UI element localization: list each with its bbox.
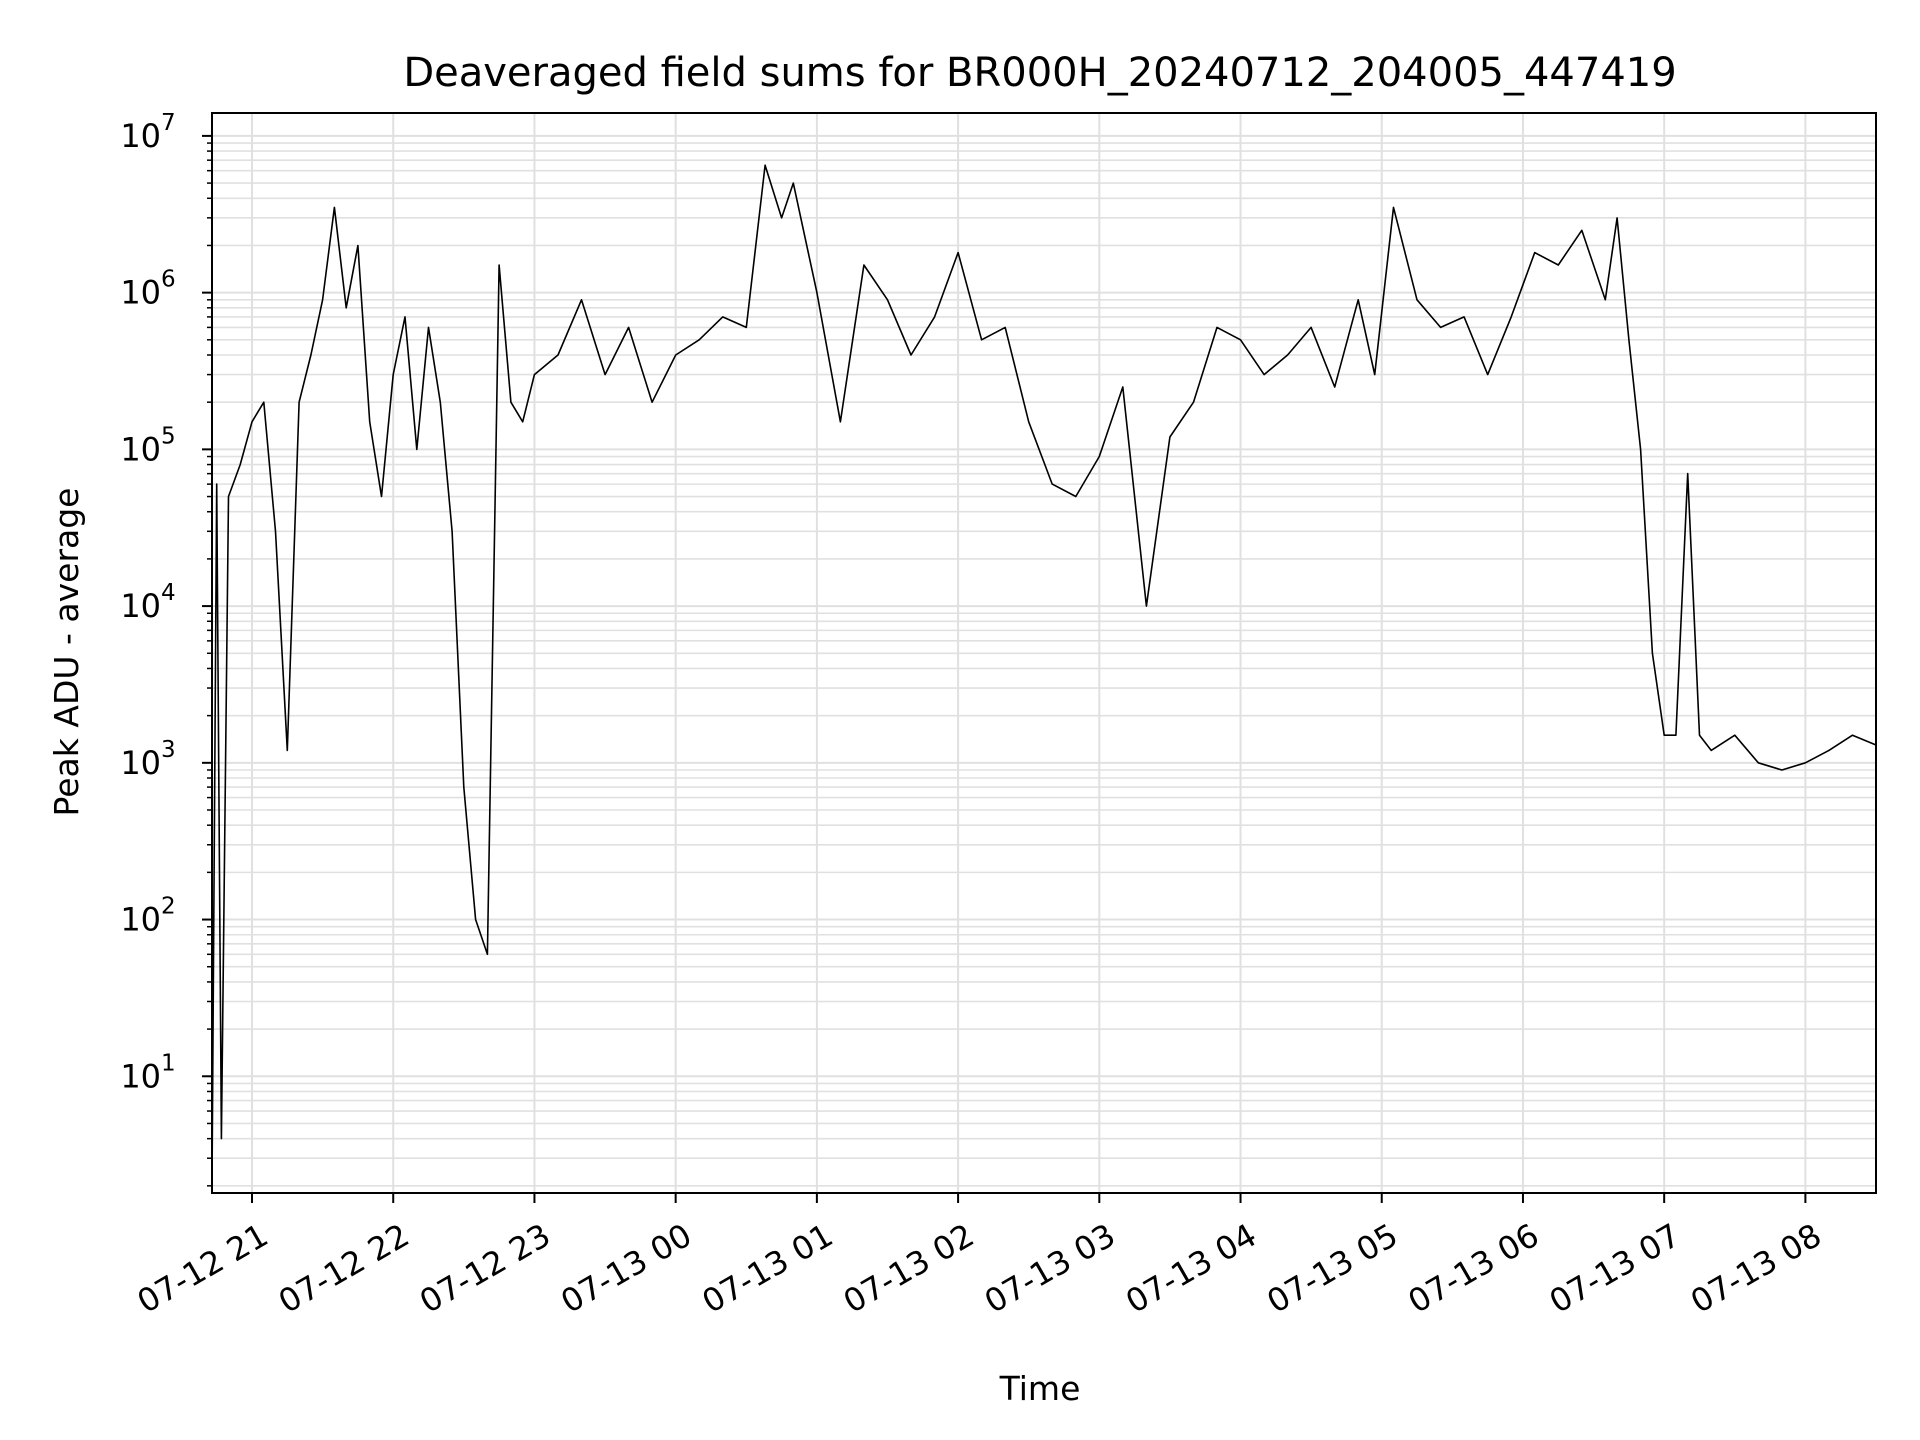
y-tick-label: 103 xyxy=(120,737,175,782)
grid-lines xyxy=(212,113,1876,1193)
y-tick-label: 107 xyxy=(120,110,175,155)
x-axis-label: Time xyxy=(999,1369,1081,1408)
series-line xyxy=(211,164,1877,1186)
chart-title: Deaveraged field sums for BR000H_2024071… xyxy=(403,50,1676,96)
series-layer xyxy=(211,164,1877,1186)
y-tick-label: 104 xyxy=(120,580,175,625)
y-axis-label: Peak ADU - average xyxy=(47,488,86,817)
y-tick-label: 105 xyxy=(120,423,175,468)
y-tick-label: 101 xyxy=(120,1050,175,1095)
y-tick-label: 102 xyxy=(120,894,175,939)
y-tick-label: 106 xyxy=(120,267,175,312)
